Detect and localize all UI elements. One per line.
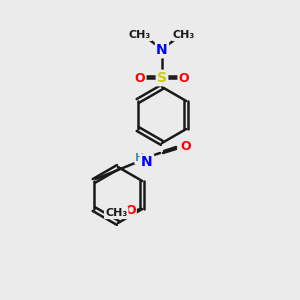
Text: O: O [135,71,145,85]
Text: O: O [125,205,136,218]
Text: CH₃: CH₃ [105,208,128,218]
Text: N: N [156,43,168,57]
Text: N: N [141,155,153,169]
Text: CH₃: CH₃ [129,30,151,40]
Text: O: O [179,71,189,85]
Text: S: S [157,71,167,85]
Text: O: O [181,140,191,154]
Text: H: H [135,153,145,163]
Text: CH₃: CH₃ [173,30,195,40]
